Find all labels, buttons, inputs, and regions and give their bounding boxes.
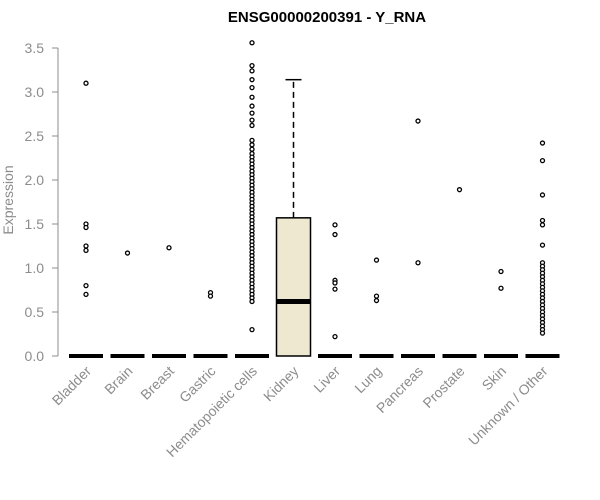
outlier-point bbox=[249, 142, 255, 148]
box-group bbox=[69, 80, 103, 358]
outlier-point bbox=[83, 80, 89, 86]
outlier-point bbox=[249, 146, 255, 152]
outlier-point bbox=[539, 330, 546, 336]
outlier-point bbox=[83, 224, 89, 231]
x-tick-label: Breast bbox=[137, 363, 177, 403]
box-group bbox=[442, 187, 477, 358]
box-group bbox=[401, 118, 435, 358]
x-tick-label: Unknown / Other bbox=[465, 363, 551, 449]
outlier-point bbox=[249, 103, 255, 109]
outlier-point bbox=[249, 62, 255, 69]
outlier-point bbox=[415, 118, 421, 124]
outlier-point bbox=[83, 243, 89, 249]
outlier-point bbox=[415, 260, 421, 266]
y-tick-label: 2.0 bbox=[25, 172, 45, 188]
box-group bbox=[193, 289, 228, 358]
outlier-point bbox=[539, 222, 546, 228]
y-tick-label: 1.5 bbox=[25, 216, 45, 232]
outlier-point bbox=[539, 192, 546, 198]
outlier-point bbox=[373, 293, 380, 299]
y-tick-label: 3.0 bbox=[25, 84, 45, 100]
outlier-point bbox=[207, 293, 214, 299]
outlier-point bbox=[332, 333, 338, 340]
x-tick-label: Prostate bbox=[419, 363, 467, 411]
outlier-point bbox=[249, 94, 255, 100]
box-group bbox=[484, 268, 518, 358]
chart-title: ENSG00000200391 - Y_RNA bbox=[228, 9, 426, 26]
boxes-layer bbox=[69, 40, 560, 358]
x-tick-label: Brain bbox=[101, 363, 135, 397]
y-axis-ticks: 0.0 0.5 1.0 1.5 2.0 2.5 3.0 3.5 bbox=[25, 40, 58, 364]
outlier-point bbox=[539, 140, 546, 146]
outlier-point bbox=[166, 245, 172, 251]
box-group bbox=[359, 257, 394, 358]
outlier-point bbox=[249, 84, 255, 91]
outlier-point bbox=[332, 231, 338, 238]
box-group bbox=[525, 140, 560, 358]
y-tick-label: 0.5 bbox=[25, 304, 45, 320]
outlier-point bbox=[373, 257, 380, 263]
box-group bbox=[152, 245, 186, 358]
x-tick-label: Bladder bbox=[49, 363, 95, 409]
outlier-point bbox=[332, 222, 338, 228]
box-group bbox=[275, 78, 312, 357]
outlier-point bbox=[249, 40, 255, 46]
outlier-point bbox=[539, 157, 546, 164]
outlier-point bbox=[249, 122, 255, 129]
x-tick-label: Kidney bbox=[260, 363, 302, 405]
outlier-point bbox=[249, 68, 255, 74]
box-iqr bbox=[275, 217, 312, 357]
y-tick-label: 0.0 bbox=[25, 348, 45, 364]
outlier-point bbox=[539, 217, 546, 224]
outlier-point bbox=[249, 298, 255, 305]
x-tick-label: Skin bbox=[479, 363, 510, 394]
box-group bbox=[110, 250, 145, 358]
box-group bbox=[318, 222, 352, 358]
y-axis-label: Expression bbox=[0, 165, 16, 234]
outlier-point bbox=[498, 285, 504, 291]
x-tick-label: Liver bbox=[310, 363, 343, 396]
outlier-point bbox=[249, 326, 255, 333]
outlier-point bbox=[83, 247, 89, 254]
outlier-point bbox=[249, 77, 255, 83]
outlier-point bbox=[539, 242, 546, 248]
y-tick-label: 3.5 bbox=[25, 40, 45, 56]
outlier-point bbox=[83, 282, 89, 289]
outlier-point bbox=[249, 137, 255, 144]
box-group bbox=[235, 40, 269, 358]
outlier-point bbox=[456, 187, 463, 193]
y-tick-label: 1.0 bbox=[25, 260, 45, 276]
outlier-point bbox=[332, 286, 338, 292]
x-tick-label: Lung bbox=[351, 363, 384, 396]
outlier-point bbox=[249, 117, 255, 123]
outlier-point bbox=[332, 280, 338, 286]
y-tick-label: 2.5 bbox=[25, 128, 45, 144]
outlier-point bbox=[249, 110, 255, 116]
outlier-point bbox=[373, 297, 380, 304]
outlier-point bbox=[83, 291, 89, 298]
outlier-point bbox=[124, 250, 131, 256]
outlier-point bbox=[498, 268, 504, 275]
